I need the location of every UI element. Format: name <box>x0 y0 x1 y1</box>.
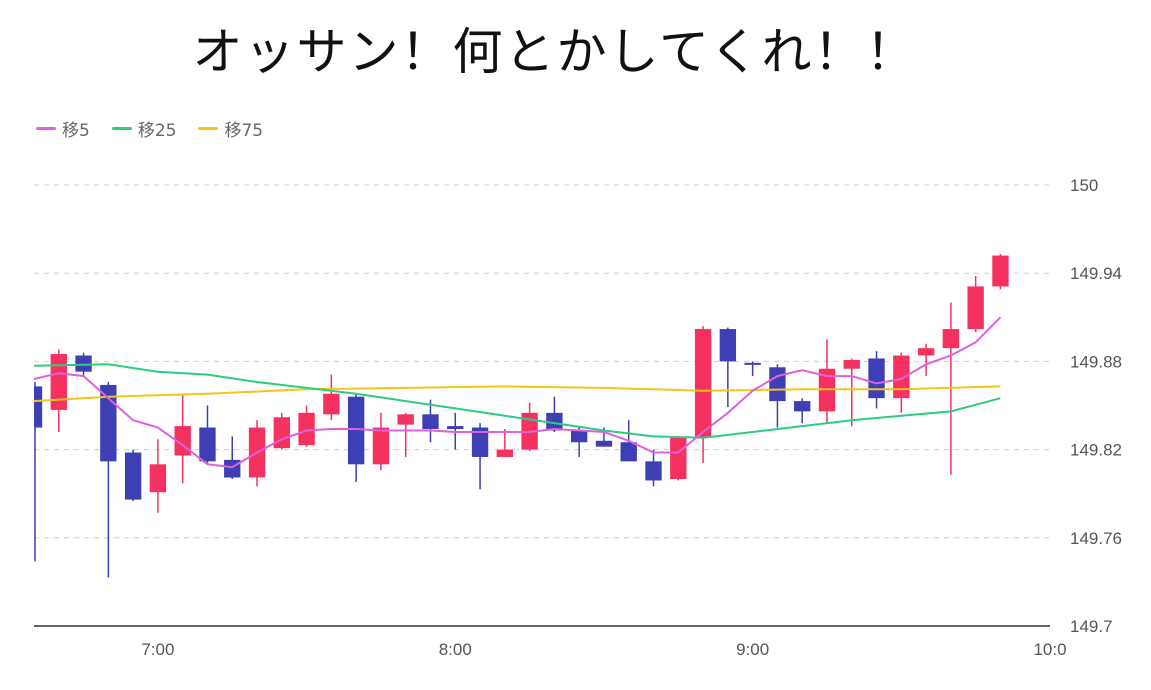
candle-up <box>992 255 1009 287</box>
chart-title: オッサン！何とかしてくれ！！ <box>192 23 918 81</box>
y-tick-label: 150 <box>1070 176 1098 195</box>
chart-legend: 移5 移25 移75 <box>36 116 263 141</box>
y-tick-label: 149.82 <box>1070 441 1122 460</box>
ma25-line <box>33 363 1001 439</box>
candle-down <box>719 329 737 362</box>
candle-up <box>298 412 315 446</box>
candle-down <box>422 414 439 430</box>
candle-down <box>769 367 786 402</box>
candle-down <box>645 461 662 481</box>
x-tick-label: 8:00 <box>439 640 472 659</box>
candle-up <box>694 329 712 438</box>
x-tick-label: 9:00 <box>736 640 769 659</box>
y-tick-label: 149.7 <box>1070 617 1113 636</box>
candle-down <box>347 396 365 465</box>
moving-average-lines <box>33 316 1002 469</box>
candle-down <box>75 355 92 372</box>
candle-down <box>34 386 43 428</box>
candle-up <box>323 393 340 415</box>
candle-up <box>967 286 984 330</box>
y-axis-labels: 150 149.94 149.88 149.82 149.76 149.7 <box>1070 176 1122 636</box>
legend-label-ma75: 移75 <box>224 121 264 141</box>
y-tick-label: 149.88 <box>1070 352 1122 371</box>
candle-up <box>942 329 960 349</box>
legend-swatch-ma5 <box>36 127 56 130</box>
y-tick-label: 149.76 <box>1070 529 1122 548</box>
candle-up <box>50 354 67 410</box>
candle-down <box>595 440 613 447</box>
legend-item-ma75[interactable]: 移75 <box>198 116 263 141</box>
legend-label-ma25: 移25 <box>137 121 177 141</box>
candle-down <box>570 430 588 443</box>
candle-up <box>149 464 167 493</box>
legend-swatch-ma25 <box>111 127 132 130</box>
candle-up <box>273 417 290 449</box>
candle-down <box>794 401 811 412</box>
legend-item-ma5[interactable]: 移5 <box>36 116 90 141</box>
candle-down <box>224 459 241 478</box>
ma75-line <box>33 385 1001 403</box>
x-tick-label: 7:00 <box>141 640 174 659</box>
candle-down <box>199 427 216 462</box>
candle-down <box>124 452 142 500</box>
y-tick-label: 149.94 <box>1070 264 1122 283</box>
candle-up <box>372 427 390 465</box>
candle-up <box>496 449 514 457</box>
x-axis-labels: 7:00 8:00 9:00 10:0 <box>141 640 1066 659</box>
candle-up <box>917 348 935 356</box>
candle-up <box>670 437 687 479</box>
legend-label-ma5: 移5 <box>62 121 90 141</box>
candle-up <box>893 355 910 399</box>
candle-down <box>447 426 464 430</box>
candle-up <box>843 359 860 369</box>
candles <box>34 254 1009 578</box>
candle-down <box>471 427 489 457</box>
candle-down <box>546 412 563 431</box>
legend-item-ma25[interactable]: 移25 <box>111 116 177 141</box>
legend-swatch-ma75 <box>198 127 219 130</box>
candle-up <box>397 414 414 425</box>
x-tick-label: 10:0 <box>1033 640 1066 659</box>
candle-down <box>868 358 885 399</box>
candle-down <box>744 362 761 365</box>
ma5-line <box>33 316 1002 469</box>
candle-down <box>100 384 117 462</box>
candle-down <box>620 442 637 462</box>
